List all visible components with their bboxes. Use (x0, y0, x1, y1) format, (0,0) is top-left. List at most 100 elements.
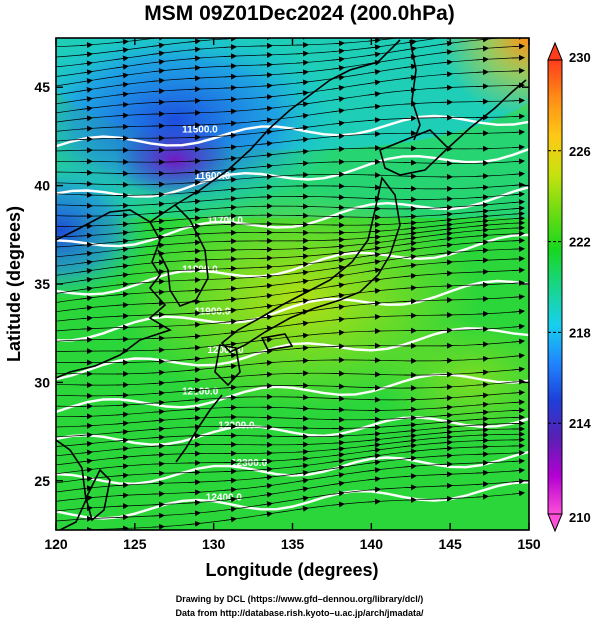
wind-arrow (295, 298, 309, 305)
wind-arrow (223, 53, 237, 60)
wind-arrow (476, 32, 488, 33)
wind-arrow (331, 292, 345, 299)
x-tick-label: 135 (281, 536, 305, 552)
wind-arrow (511, 366, 525, 373)
wind-arrow (511, 181, 525, 188)
wind-arrow (295, 505, 309, 512)
y-axis: 25 30 35 40 45 (34, 79, 529, 489)
wind-arrow (151, 58, 165, 65)
wind-arrow (439, 418, 453, 425)
wind-arrow (187, 366, 201, 373)
x-tick-label: 145 (438, 536, 462, 552)
colorbar-tick-label: 226 (569, 144, 591, 159)
wind-arrow (511, 215, 525, 222)
wind-arrow (115, 437, 129, 444)
wind-arrow (439, 283, 453, 290)
wind-arrow (403, 421, 417, 428)
wind-arrow (115, 254, 129, 261)
wind-arrow (367, 288, 381, 295)
wind-arrow (475, 481, 489, 488)
wind-arrow (439, 471, 453, 478)
wind-arrow (367, 459, 381, 466)
contour-label: 11700.0 (207, 216, 243, 227)
wind-arrow (223, 213, 237, 220)
wind-arrow (223, 96, 237, 103)
wind-arrow (79, 60, 93, 67)
wind-arrow (115, 238, 129, 245)
wind-arrow (223, 84, 237, 91)
contour-label: 12100.0 (182, 387, 219, 398)
wind-arrow (295, 269, 309, 276)
streamline (56, 38, 442, 77)
wind-arrow (439, 424, 453, 431)
wind-arrow (368, 34, 380, 35)
wind-arrow (295, 455, 309, 462)
wind-arrow (79, 125, 93, 132)
wind-arrow (79, 87, 93, 93)
wind-arrow (511, 449, 525, 456)
wind-arrow (223, 296, 237, 303)
wind-arrow (151, 68, 165, 75)
wind-arrow (187, 287, 201, 294)
wind-arrow (475, 401, 489, 408)
coastline-kurils (447, 79, 527, 149)
wind-arrow (79, 295, 93, 302)
wind-arrow (223, 155, 237, 162)
wind-arrow (403, 100, 417, 107)
wind-arrow (79, 232, 93, 239)
wind-arrow (223, 506, 237, 513)
wind-arrow (367, 277, 381, 284)
y-tick-label: 35 (34, 276, 50, 292)
wind-arrow (511, 293, 525, 300)
wind-arrow (295, 59, 309, 66)
wind-arrow (511, 378, 525, 385)
wind-arrow (115, 482, 129, 489)
wind-arrow (403, 284, 417, 291)
wind-arrow (259, 371, 273, 378)
wind-arrow (511, 129, 525, 136)
wind-arrow (223, 384, 237, 391)
wind-arrow (331, 490, 345, 497)
wind-arrow (151, 380, 165, 387)
wind-arrow (187, 248, 201, 255)
wind-arrow (79, 449, 93, 456)
wind-arrow (115, 463, 129, 470)
wind-arrow (511, 308, 525, 315)
wind-arrow (79, 136, 93, 143)
wind-arrow (151, 408, 165, 415)
wind-arrow (187, 489, 201, 496)
wind-arrow (259, 314, 273, 321)
wind-arrow (367, 259, 381, 266)
wind-arrow (331, 282, 345, 289)
coastline-hokkaido (379, 129, 450, 176)
wind-arrow (476, 21, 488, 23)
wind-arrow (187, 415, 201, 422)
wind-arrow (512, 13, 524, 14)
wind-arrow (79, 51, 93, 58)
streamline (56, 38, 400, 68)
wind-arrow (259, 511, 273, 518)
wind-arrow (367, 79, 381, 86)
wind-arrow (259, 303, 273, 310)
colorbar-tick-label: 210 (569, 510, 591, 525)
wind-arrow (151, 425, 165, 432)
wind-arrow (511, 399, 525, 406)
wind-arrow (187, 333, 201, 340)
wind-arrow (295, 160, 309, 167)
wind-arrow (259, 359, 273, 366)
wind-arrow (439, 445, 453, 452)
wind-arrow (259, 71, 273, 78)
wind-arrow (295, 470, 309, 476)
wind-arrow (403, 463, 417, 470)
wind-arrow (151, 399, 165, 406)
x-tick-label: 120 (44, 536, 68, 552)
wind-arrow (367, 38, 381, 44)
wind-arrow (475, 56, 489, 63)
wind-arrow (187, 321, 201, 328)
wind-arrow (295, 287, 309, 294)
wind-arrow (79, 325, 93, 332)
contour-label: 12000.0 (207, 345, 244, 356)
y-axis-label: Latitude (degrees) (4, 206, 24, 362)
wind-arrow (367, 313, 381, 320)
temperature-field (56, 38, 529, 530)
